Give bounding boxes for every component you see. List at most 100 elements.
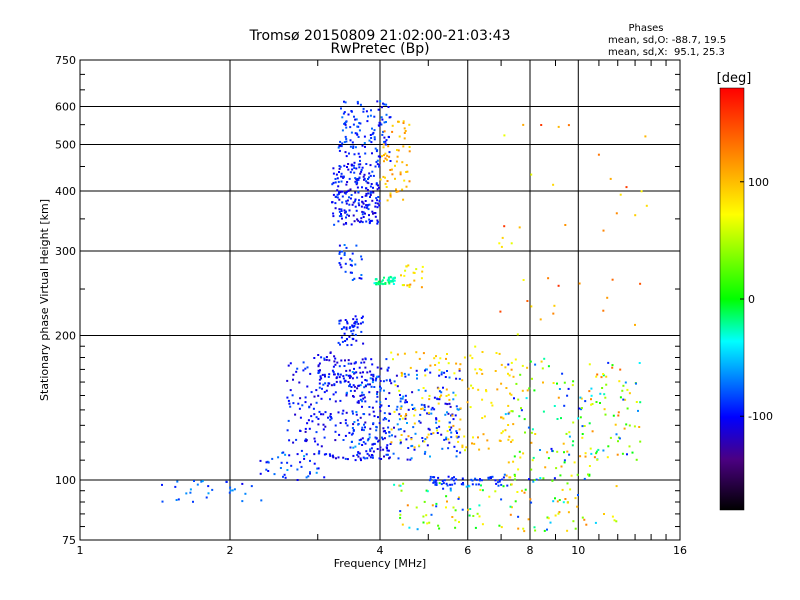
data-point bbox=[393, 426, 395, 429]
data-point bbox=[477, 388, 480, 391]
data-point bbox=[431, 504, 434, 507]
data-point bbox=[306, 422, 309, 425]
data-point bbox=[313, 437, 316, 440]
data-point bbox=[295, 438, 298, 441]
data-point bbox=[318, 450, 321, 453]
data-point bbox=[348, 196, 350, 199]
data-point bbox=[605, 383, 608, 386]
data-point bbox=[619, 193, 622, 196]
data-point bbox=[290, 464, 293, 467]
data-point bbox=[366, 189, 369, 191]
data-point bbox=[452, 398, 455, 401]
data-point bbox=[337, 373, 340, 376]
data-point bbox=[378, 375, 381, 378]
data-point bbox=[372, 450, 375, 453]
data-point bbox=[193, 480, 195, 482]
data-point bbox=[468, 514, 471, 517]
data-point bbox=[452, 391, 455, 394]
data-point bbox=[345, 411, 348, 414]
data-point bbox=[401, 161, 404, 164]
data-point bbox=[376, 393, 378, 395]
data-point bbox=[449, 428, 452, 431]
data-point bbox=[486, 439, 489, 442]
data-point bbox=[500, 432, 503, 435]
data-point bbox=[477, 436, 479, 439]
data-point bbox=[356, 100, 359, 103]
data-point bbox=[346, 322, 349, 325]
data-point bbox=[362, 175, 365, 178]
data-point bbox=[483, 415, 486, 418]
data-point bbox=[363, 396, 366, 399]
data-point bbox=[309, 372, 312, 375]
data-point bbox=[378, 422, 381, 425]
data-point bbox=[414, 432, 417, 435]
data-point bbox=[458, 428, 461, 431]
data-point bbox=[309, 459, 311, 462]
data-point bbox=[557, 125, 560, 128]
data-point bbox=[384, 282, 387, 284]
data-point bbox=[394, 164, 396, 167]
data-point bbox=[225, 480, 228, 483]
data-point bbox=[344, 121, 347, 124]
data-point bbox=[411, 444, 414, 447]
data-point bbox=[342, 439, 345, 441]
data-point bbox=[440, 394, 443, 397]
data-point bbox=[361, 400, 364, 403]
data-point bbox=[540, 124, 543, 126]
data-point bbox=[433, 479, 435, 482]
data-point bbox=[408, 150, 411, 153]
data-point bbox=[504, 413, 507, 416]
data-point bbox=[399, 397, 402, 400]
data-point bbox=[518, 415, 521, 418]
data-point bbox=[553, 304, 556, 307]
data-point bbox=[388, 431, 391, 433]
data-point bbox=[435, 484, 438, 486]
data-point bbox=[354, 459, 357, 462]
data-point bbox=[369, 377, 372, 380]
data-point bbox=[391, 279, 394, 282]
data-point bbox=[467, 387, 470, 390]
data-point bbox=[387, 449, 390, 452]
data-point bbox=[357, 202, 360, 205]
data-point bbox=[507, 363, 510, 366]
data-point bbox=[426, 412, 429, 415]
data-point bbox=[359, 457, 362, 460]
data-point bbox=[458, 521, 460, 523]
data-point bbox=[590, 387, 593, 390]
data-point bbox=[615, 520, 618, 523]
data-point bbox=[517, 527, 520, 530]
data-point bbox=[361, 196, 364, 198]
data-point bbox=[299, 461, 302, 464]
data-point bbox=[387, 419, 390, 422]
data-point bbox=[510, 410, 513, 412]
data-point bbox=[556, 500, 559, 503]
data-point bbox=[317, 423, 320, 426]
data-point bbox=[360, 205, 363, 208]
data-point bbox=[340, 250, 343, 253]
data-point bbox=[402, 482, 405, 485]
data-point bbox=[473, 442, 476, 445]
data-point bbox=[334, 424, 337, 427]
data-point bbox=[440, 483, 443, 486]
data-point bbox=[192, 500, 194, 503]
data-point bbox=[450, 431, 453, 434]
data-point bbox=[477, 483, 480, 486]
data-point bbox=[409, 283, 412, 286]
data-point bbox=[292, 378, 294, 381]
data-point bbox=[428, 398, 431, 401]
data-point bbox=[513, 473, 516, 476]
data-point bbox=[612, 414, 615, 417]
data-point bbox=[376, 282, 379, 285]
data-point bbox=[510, 361, 513, 364]
data-point bbox=[348, 385, 351, 388]
data-point bbox=[332, 167, 335, 170]
data-point bbox=[347, 374, 350, 377]
data-point bbox=[370, 191, 373, 194]
data-point bbox=[499, 310, 502, 313]
data-point bbox=[635, 458, 638, 461]
data-point bbox=[401, 523, 404, 526]
data-point bbox=[580, 397, 583, 400]
data-point bbox=[510, 440, 513, 443]
data-point bbox=[518, 450, 521, 453]
data-point bbox=[514, 500, 517, 503]
